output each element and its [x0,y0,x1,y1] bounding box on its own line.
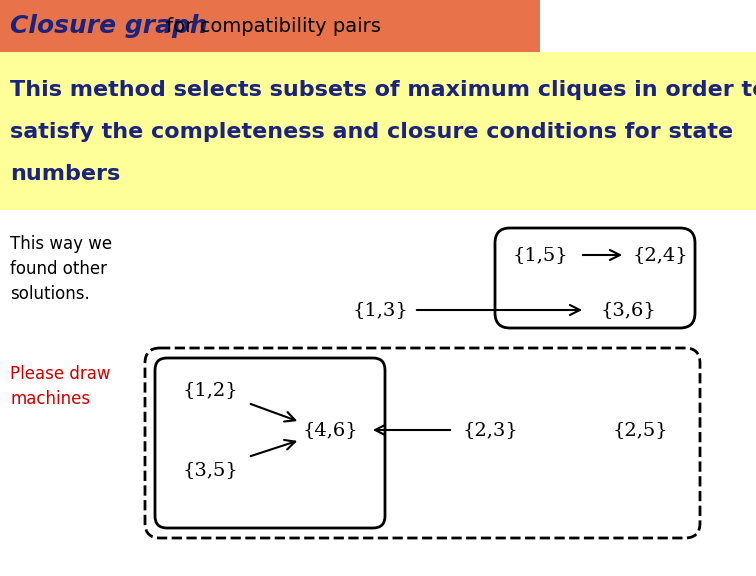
Text: for compatibility pairs: for compatibility pairs [160,17,381,36]
FancyBboxPatch shape [155,358,385,528]
FancyBboxPatch shape [495,228,695,328]
Text: {1,2}: {1,2} [182,381,238,399]
Text: {3,5}: {3,5} [182,461,238,479]
Text: {2,4}: {2,4} [632,246,688,264]
Text: {1,3}: {1,3} [352,301,408,319]
Text: {1,5}: {1,5} [512,246,568,264]
Text: Closure graph: Closure graph [10,14,208,38]
Text: {2,5}: {2,5} [612,421,668,439]
Text: satisfy the completeness and closure conditions for state: satisfy the completeness and closure con… [10,122,733,142]
Text: {2,3}: {2,3} [462,421,518,439]
Text: numbers: numbers [10,164,120,184]
Bar [0,52,756,210]
Text: This method selects subsets of maximum cliques in order to: This method selects subsets of maximum c… [10,80,756,100]
Text: Please draw
machines: Please draw machines [10,365,110,408]
Text: {4,6}: {4,6} [302,421,358,439]
Bar [0,0,540,52]
Text: {3,6}: {3,6} [600,301,656,319]
Text: This way we
found other
solutions.: This way we found other solutions. [10,235,112,303]
